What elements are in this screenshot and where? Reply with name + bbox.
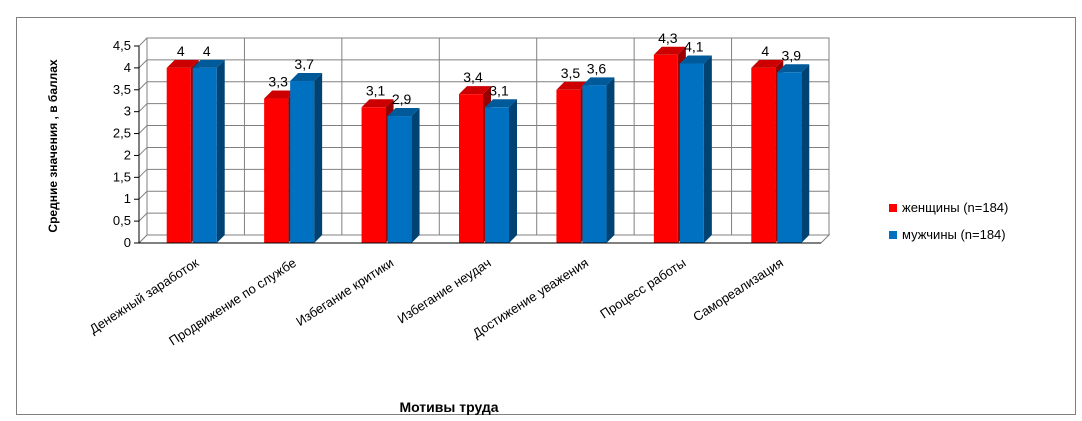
bar-men	[679, 63, 704, 244]
y-tick-label: 1,5	[113, 169, 131, 184]
bar-top-men	[679, 55, 712, 64]
cropped-top-text-strip	[0, 0, 1082, 16]
y-axis-title: Средние значения , в баллах	[46, 59, 60, 232]
bar-men	[777, 72, 802, 243]
bar-women	[361, 107, 386, 244]
data-label-women: 3,5	[561, 65, 581, 81]
data-label-women: 4	[177, 43, 185, 59]
bar-side-men	[801, 64, 810, 243]
y-tick-label: 2,5	[113, 126, 131, 141]
data-label-men: 3,7	[294, 56, 314, 72]
x-tick-label: Избегание неудач	[395, 255, 494, 327]
data-label-women: 3,4	[463, 69, 483, 85]
bar-top-men	[192, 59, 225, 68]
bar-top-women	[361, 99, 394, 108]
y-tick-label: 3	[124, 104, 131, 119]
legend-label-women: женщины (n=184)	[902, 200, 1008, 215]
bar-top-men	[387, 108, 420, 117]
bar-women	[166, 67, 191, 243]
bar-chart-svg: 0 0,5 1 1,5 2 2,5 3 3,5 4 4,5 4 4 3,3 3,7 3,1 2,9 3,4 3,…	[46, 30, 1008, 415]
bar-women	[556, 89, 581, 244]
bar-side-men	[314, 73, 323, 243]
bar-top-women	[556, 81, 589, 90]
bars	[166, 46, 810, 244]
data-label-men: 4	[203, 43, 211, 59]
bar-men	[582, 85, 607, 244]
bar-top-women	[653, 46, 686, 55]
data-label-men: 2,9	[392, 91, 412, 107]
y-tick-label: 0,5	[113, 213, 131, 228]
bar-side-men	[411, 108, 420, 244]
y-tick-label: 1	[124, 191, 131, 206]
bar-top-men	[485, 99, 517, 108]
cropped-text-fragment	[150, 2, 1030, 14]
bar-top-men	[290, 73, 323, 82]
x-tick-label: Самореализация	[690, 255, 786, 324]
x-tick-label: Избегание критики	[293, 255, 396, 329]
gridline-side	[138, 103, 148, 113]
bar-top-women	[166, 59, 199, 68]
bar-side-men	[216, 59, 225, 244]
y-tick-label: 2	[124, 147, 131, 162]
bar-side-men	[606, 77, 615, 244]
bar-women	[459, 94, 483, 244]
bar-men	[192, 67, 217, 243]
bar-top-women	[751, 59, 784, 68]
x-tick-label: Процесс работы	[597, 255, 688, 322]
bar-top-men	[777, 64, 810, 73]
data-label-men: 3,9	[782, 47, 802, 63]
gridline-side	[138, 190, 148, 200]
data-labels: 4 4 3,3 3,7 3,1 2,9 3,4 3,1 3,5 3,6 4,3 4,1 4 3,9	[177, 30, 801, 107]
legend: женщины (n=184) мужчины (n=184)	[889, 200, 1008, 242]
y-tick-label: 0	[124, 235, 131, 250]
data-label-men: 4,1	[684, 39, 704, 55]
bar-women	[653, 54, 678, 243]
data-label-women: 4	[761, 43, 769, 59]
y-axis-ticks: 0 0,5 1 1,5 2 2,5 3 3,5 4 4,5	[113, 38, 140, 250]
gridline-side	[138, 147, 148, 156]
gridline-side	[138, 212, 148, 222]
bar-top-men	[582, 77, 615, 86]
bar-side-men	[703, 55, 712, 244]
gridline-side	[138, 168, 148, 178]
chart-area: 0 0,5 1 1,5 2 2,5 3 3,5 4 4,5 4 4 3,3 3,7 3,1 2,9 3,4 3,…	[16, 17, 1076, 415]
gridline-side	[138, 37, 148, 47]
legend-swatch-men	[889, 231, 897, 239]
y-tick-label: 4,5	[113, 38, 131, 53]
data-label-men: 3,1	[489, 82, 509, 98]
bar-men	[290, 81, 315, 243]
y-tick-label: 3,5	[113, 82, 131, 97]
bar-women	[751, 67, 776, 243]
data-label-women: 3,1	[366, 82, 386, 98]
bar-top-women	[264, 90, 297, 99]
gridline-side	[138, 125, 148, 134]
bar-women	[264, 98, 289, 244]
legend-swatch-women	[889, 204, 897, 212]
data-label-women: 4,3	[658, 30, 678, 46]
bar-men	[387, 116, 412, 243]
y-tick-label: 4	[124, 60, 131, 75]
bar-top-women	[459, 86, 491, 95]
gridline-side	[138, 59, 148, 69]
data-label-men: 3,6	[587, 60, 607, 76]
bar-men	[485, 107, 509, 244]
x-axis-title: Мотивы труда	[399, 399, 498, 415]
bar-side-men	[509, 99, 517, 244]
legend-label-men: мужчины (n=184)	[902, 227, 1006, 242]
data-label-women: 3,3	[268, 74, 288, 90]
gridline-side	[138, 81, 148, 91]
